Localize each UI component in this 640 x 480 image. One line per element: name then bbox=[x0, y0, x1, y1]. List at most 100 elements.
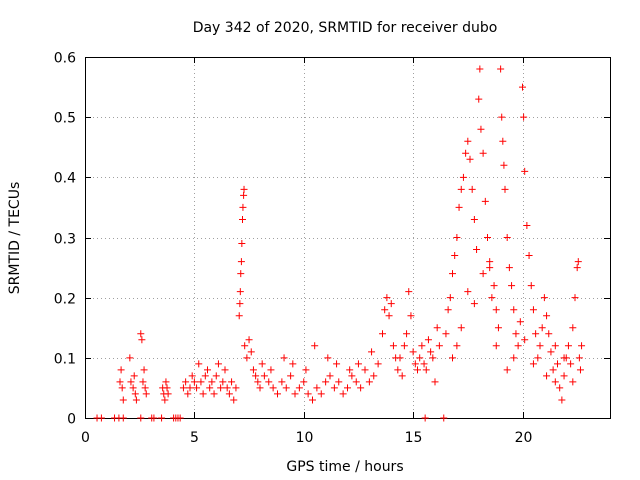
data-point bbox=[208, 378, 216, 386]
chart-title: Day 342 of 2020, SRMTID for receiver dub… bbox=[193, 20, 498, 36]
data-point bbox=[556, 384, 564, 392]
data-point bbox=[119, 414, 127, 422]
data-point bbox=[569, 378, 577, 386]
data-point bbox=[236, 288, 244, 296]
data-point bbox=[184, 390, 192, 398]
data-point bbox=[551, 342, 559, 350]
data-point bbox=[510, 306, 518, 314]
data-point bbox=[365, 378, 373, 386]
data-point bbox=[459, 173, 467, 181]
data-point bbox=[267, 366, 275, 374]
data-point bbox=[300, 378, 308, 386]
data-point bbox=[466, 155, 474, 163]
data-point bbox=[540, 294, 548, 302]
data-point bbox=[449, 270, 456, 278]
data-point bbox=[228, 378, 236, 386]
data-point bbox=[421, 414, 429, 422]
data-point bbox=[141, 384, 149, 392]
data-point bbox=[519, 83, 526, 91]
data-point bbox=[361, 366, 369, 374]
data-point bbox=[195, 360, 203, 368]
data-point bbox=[138, 336, 146, 344]
data-point bbox=[494, 324, 502, 332]
data-point bbox=[204, 366, 211, 374]
data-point bbox=[501, 185, 509, 193]
data-point bbox=[370, 372, 378, 380]
data-point bbox=[240, 185, 248, 193]
data-point bbox=[239, 203, 247, 211]
data-point bbox=[357, 384, 365, 392]
data-point bbox=[470, 300, 478, 308]
data-point bbox=[239, 215, 246, 223]
data-point bbox=[411, 360, 419, 368]
data-point bbox=[287, 372, 295, 380]
data-point bbox=[497, 65, 505, 73]
data-point bbox=[190, 378, 198, 386]
data-point bbox=[538, 324, 546, 332]
data-point bbox=[206, 384, 214, 392]
x-tick-label: 5 bbox=[190, 430, 199, 446]
data-point bbox=[344, 384, 351, 392]
data-point bbox=[245, 336, 253, 344]
data-point bbox=[217, 384, 225, 392]
data-point bbox=[230, 396, 238, 404]
data-point bbox=[484, 234, 491, 241]
data-point bbox=[333, 360, 341, 368]
data-point bbox=[182, 378, 190, 386]
data-point bbox=[435, 342, 443, 350]
data-point bbox=[97, 414, 105, 422]
data-point bbox=[464, 137, 472, 145]
data-point bbox=[335, 378, 343, 386]
data-point bbox=[240, 191, 248, 199]
data-point bbox=[258, 360, 266, 368]
data-point bbox=[451, 252, 459, 260]
data-point bbox=[551, 378, 559, 386]
data-point bbox=[304, 390, 312, 398]
data-point bbox=[158, 414, 166, 422]
data-point bbox=[137, 330, 145, 338]
data-point bbox=[536, 342, 544, 350]
data-point bbox=[525, 252, 533, 260]
data-point bbox=[512, 330, 520, 338]
data-point bbox=[574, 258, 582, 266]
data-point bbox=[416, 354, 424, 362]
data-point bbox=[405, 288, 413, 296]
data-point bbox=[529, 306, 537, 314]
data-point bbox=[457, 185, 465, 193]
data-point bbox=[514, 342, 522, 350]
data-point bbox=[558, 396, 566, 404]
data-point bbox=[118, 384, 126, 392]
data-point bbox=[232, 384, 240, 392]
y-tick-label: 0.6 bbox=[54, 51, 76, 67]
data-point bbox=[455, 203, 463, 211]
data-point bbox=[476, 65, 484, 73]
data-point bbox=[127, 378, 135, 386]
data-point bbox=[339, 390, 347, 398]
data-point bbox=[385, 312, 393, 320]
data-point bbox=[486, 264, 494, 272]
data-point bbox=[521, 167, 529, 175]
data-point bbox=[132, 396, 140, 404]
data-point bbox=[414, 366, 421, 374]
data-point bbox=[521, 336, 529, 344]
data-point bbox=[394, 366, 402, 374]
x-tick-label: 15 bbox=[405, 430, 423, 446]
data-point bbox=[418, 342, 426, 350]
y-tick-label: 0.3 bbox=[54, 232, 76, 248]
data-point bbox=[237, 270, 245, 278]
data-point bbox=[302, 366, 310, 374]
data-point bbox=[219, 378, 227, 386]
data-point bbox=[534, 354, 542, 362]
data-point bbox=[313, 384, 321, 392]
data-point bbox=[317, 390, 325, 398]
data-point bbox=[462, 149, 470, 157]
data-point bbox=[457, 324, 465, 332]
data-point bbox=[221, 366, 229, 374]
data-point bbox=[422, 366, 430, 374]
data-point bbox=[547, 348, 555, 356]
data-point bbox=[243, 354, 251, 362]
x-tick-label: 20 bbox=[515, 430, 533, 446]
data-point bbox=[470, 215, 478, 223]
data-point bbox=[193, 384, 201, 392]
